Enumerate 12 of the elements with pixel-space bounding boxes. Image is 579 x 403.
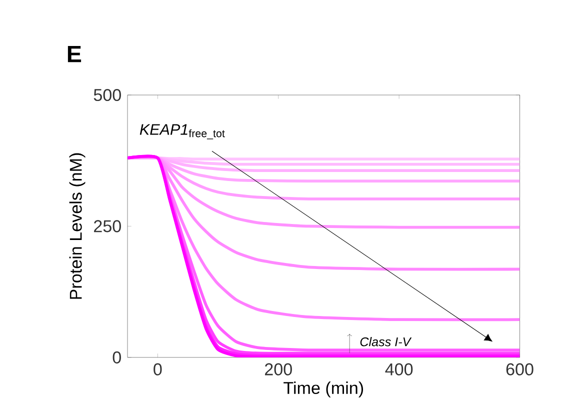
x-axis-title: Time (min) bbox=[284, 381, 364, 398]
annotation: Class I-V bbox=[360, 337, 412, 346]
y-tick-label: 500 bbox=[94, 88, 121, 102]
x-tick-label: 400 bbox=[385, 363, 413, 376]
x-tick-label: 600 bbox=[506, 363, 534, 376]
y-axis-title: Protein Levels (nM) bbox=[69, 153, 86, 299]
y-tick-label: 250 bbox=[94, 220, 121, 232]
x-tick-label: 200 bbox=[265, 363, 292, 376]
y-tick-label: 0 bbox=[112, 351, 121, 364]
text: E bbox=[68, 46, 82, 62]
annotation: KEAP1$_{free_tot}$ bbox=[140, 124, 225, 140]
x-tick-label: 0 bbox=[154, 363, 162, 376]
